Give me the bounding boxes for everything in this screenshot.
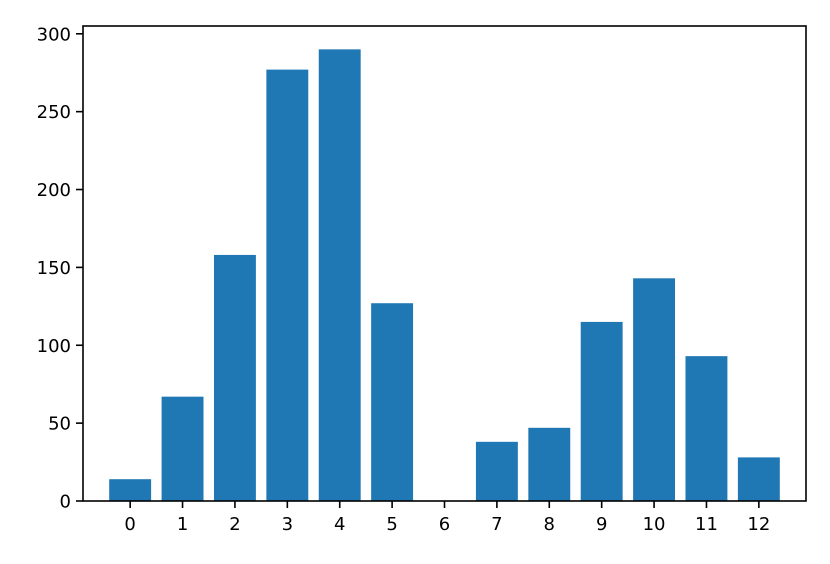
y-tick-label-300: 300 xyxy=(37,24,71,45)
bar-9 xyxy=(580,321,623,501)
bar-4 xyxy=(318,49,361,502)
x-tick-label-3: 3 xyxy=(282,514,293,535)
y-tick-label-0: 0 xyxy=(60,492,71,513)
x-axis: 0 1 2 3 4 5 6 7 8 9 10 11 12 xyxy=(124,501,770,535)
x-tick-label-10: 10 xyxy=(643,514,666,535)
bar-7 xyxy=(475,441,518,501)
x-tick-label-6: 6 xyxy=(439,514,450,535)
x-tick-label-12: 12 xyxy=(747,514,770,535)
bar-10 xyxy=(633,278,676,501)
bar-2 xyxy=(213,254,256,501)
bars-group xyxy=(109,49,780,502)
y-tick-label-150: 150 xyxy=(37,258,71,279)
x-tick-label-1: 1 xyxy=(177,514,188,535)
x-tick-label-8: 8 xyxy=(544,514,555,535)
y-tick-label-250: 250 xyxy=(37,102,71,123)
bar-1 xyxy=(161,396,204,501)
x-tick-label-4: 4 xyxy=(334,514,345,535)
x-tick-label-7: 7 xyxy=(491,514,502,535)
bar-8 xyxy=(528,427,571,501)
x-tick-label-11: 11 xyxy=(695,514,718,535)
y-axis: 0 50 100 150 200 250 300 xyxy=(37,24,83,513)
x-tick-label-0: 0 xyxy=(124,514,135,535)
x-tick-label-5: 5 xyxy=(386,514,397,535)
y-tick-label-200: 200 xyxy=(37,180,71,201)
bar-12 xyxy=(737,457,780,501)
bar-11 xyxy=(685,356,728,501)
plot-frame xyxy=(82,25,807,502)
y-tick-label-50: 50 xyxy=(48,414,71,435)
bar-5 xyxy=(371,303,414,501)
x-tick-label-2: 2 xyxy=(229,514,240,535)
bar-3 xyxy=(266,69,309,502)
bar-0 xyxy=(109,479,152,501)
y-tick-label-100: 100 xyxy=(37,336,71,357)
x-tick-label-9: 9 xyxy=(596,514,607,535)
